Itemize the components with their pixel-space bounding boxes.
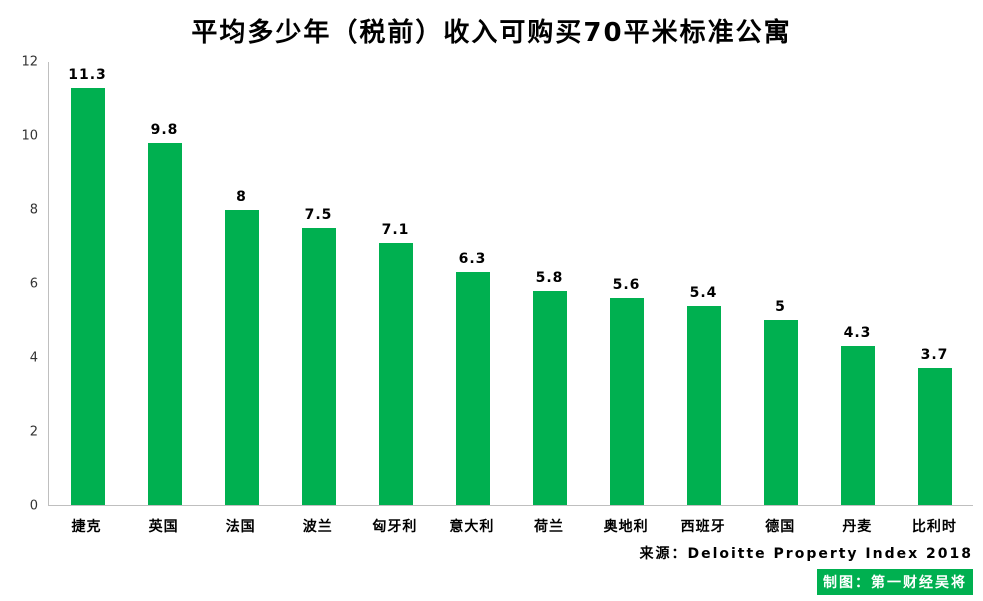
- bar: [301, 228, 336, 505]
- chart-area: 0 2 4 6 8 10 12 11.3 9.8 8 7.5 7.1 6.3 5.8 5.6 5.4 5 4.3…: [21, 55, 973, 535]
- y-axis-tick: 2: [29, 424, 38, 440]
- bar-group: 8: [203, 62, 280, 505]
- y-axis-tick: 0: [29, 498, 38, 514]
- bar: [147, 143, 182, 505]
- bar: [378, 242, 413, 505]
- bar: [609, 298, 644, 505]
- x-axis-label: 英国: [148, 519, 179, 535]
- x-axis-label: 荷兰: [534, 519, 564, 535]
- x-axis-label: 比利时: [911, 519, 957, 535]
- x-axis-label: 捷克: [71, 519, 102, 535]
- bar-value-label: 8: [236, 188, 247, 205]
- bar: [763, 320, 798, 505]
- credit-badge: 制图：第一财经吴将: [817, 569, 973, 595]
- bar-group: 5: [742, 62, 819, 505]
- x-axis-label: 丹麦: [842, 519, 873, 535]
- y-axis-tick: 10: [21, 128, 38, 144]
- x-axis-label: 意大利: [449, 519, 495, 535]
- bar-value-label: 7.5: [304, 207, 333, 224]
- y-axis-tick: 8: [29, 202, 38, 218]
- bar: [224, 209, 259, 505]
- x-axis-label: 奥地利: [603, 519, 649, 535]
- x-axis-label: 法国: [225, 519, 256, 535]
- y-axis-tick: 12: [21, 54, 38, 70]
- bar-group: 4.3: [819, 62, 896, 505]
- bar-group: 11.3: [49, 62, 126, 505]
- bar-group: 3.7: [896, 62, 973, 505]
- source-line: 来源：Deloitte Property Index 2018: [639, 546, 973, 562]
- y-axis-tick: 6: [29, 276, 38, 292]
- x-axis-label: 波兰: [302, 519, 333, 535]
- bar-value-label: 5: [775, 299, 786, 316]
- chart-title: 平均多少年（税前）收入可购买70平米标准公寓: [191, 18, 792, 48]
- bar-group: 5.8: [511, 62, 588, 505]
- bar-value-label: 9.8: [150, 122, 179, 139]
- bar-group: 5.4: [665, 62, 742, 505]
- bar-group: 5.6: [588, 62, 665, 505]
- bar-value-label: 11.3: [68, 66, 107, 83]
- bar: [455, 272, 490, 505]
- bar-value-label: 5.4: [689, 284, 718, 301]
- x-axis-label: 德国: [765, 519, 796, 535]
- bar-value-label: 6.3: [458, 251, 487, 268]
- x-axis-labels: 捷克 英国 法国 波兰 匈牙利 意大利 荷兰 奥地利 西班牙 德国 丹麦 比利时: [48, 506, 973, 536]
- bar-group: 7.5: [280, 62, 357, 505]
- bar: [532, 290, 567, 505]
- bar: [70, 87, 105, 505]
- bar-value-label: 5.8: [535, 269, 564, 286]
- bar: [686, 305, 721, 505]
- bar-group: 9.8: [126, 62, 203, 505]
- bar: [840, 346, 875, 505]
- bar-value-label: 3.7: [920, 347, 949, 364]
- y-axis-tick: 4: [29, 350, 38, 366]
- bar: [917, 368, 952, 505]
- bar-group: 6.3: [434, 62, 511, 505]
- source-block: 来源：Deloitte Property Index 2018 制图：第一财经吴…: [639, 543, 973, 595]
- bar-value-label: 4.3: [843, 325, 872, 342]
- x-axis-label: 西班牙: [680, 519, 726, 535]
- bar-value-label: 7.1: [381, 221, 410, 238]
- bar-group: 7.1: [357, 62, 434, 505]
- bar-value-label: 5.6: [612, 277, 641, 294]
- plot-area: 11.3 9.8 8 7.5 7.1 6.3 5.8 5.6 5.4 5 4.3 3.7: [48, 62, 973, 506]
- x-axis-label: 匈牙利: [372, 519, 418, 535]
